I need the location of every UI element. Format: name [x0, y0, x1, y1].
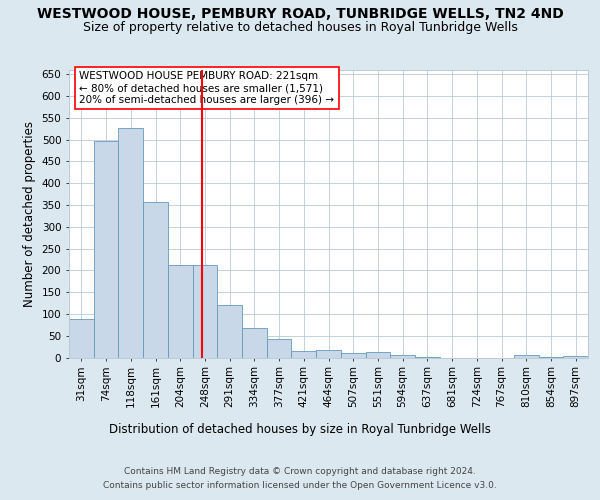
Text: Contains public sector information licensed under the Open Government Licence v3: Contains public sector information licen… [103, 481, 497, 490]
Bar [242, 328, 267, 358]
Bar [267, 339, 292, 357]
Bar [341, 353, 365, 358]
Bar [69, 319, 94, 358]
Text: WESTWOOD HOUSE PEMBURY ROAD: 221sqm
← 80% of detached houses are smaller (1,571): WESTWOOD HOUSE PEMBURY ROAD: 221sqm ← 80… [79, 72, 334, 104]
Text: Size of property relative to detached houses in Royal Tunbridge Wells: Size of property relative to detached ho… [83, 21, 517, 34]
Bar [217, 305, 242, 358]
Bar [390, 356, 415, 358]
Y-axis label: Number of detached properties: Number of detached properties [23, 120, 36, 306]
Bar [292, 350, 316, 358]
Text: Distribution of detached houses by size in Royal Tunbridge Wells: Distribution of detached houses by size … [109, 422, 491, 436]
Text: Contains HM Land Registry data © Crown copyright and database right 2024.: Contains HM Land Registry data © Crown c… [124, 467, 476, 476]
Bar [94, 141, 118, 358]
Bar [563, 356, 588, 358]
Text: WESTWOOD HOUSE, PEMBURY ROAD, TUNBRIDGE WELLS, TN2 4ND: WESTWOOD HOUSE, PEMBURY ROAD, TUNBRIDGE … [37, 8, 563, 22]
Bar [118, 128, 143, 358]
Bar [168, 265, 193, 358]
Bar [365, 352, 390, 358]
Bar [193, 265, 217, 358]
Bar [514, 356, 539, 358]
Bar [316, 350, 341, 358]
Bar [143, 202, 168, 358]
